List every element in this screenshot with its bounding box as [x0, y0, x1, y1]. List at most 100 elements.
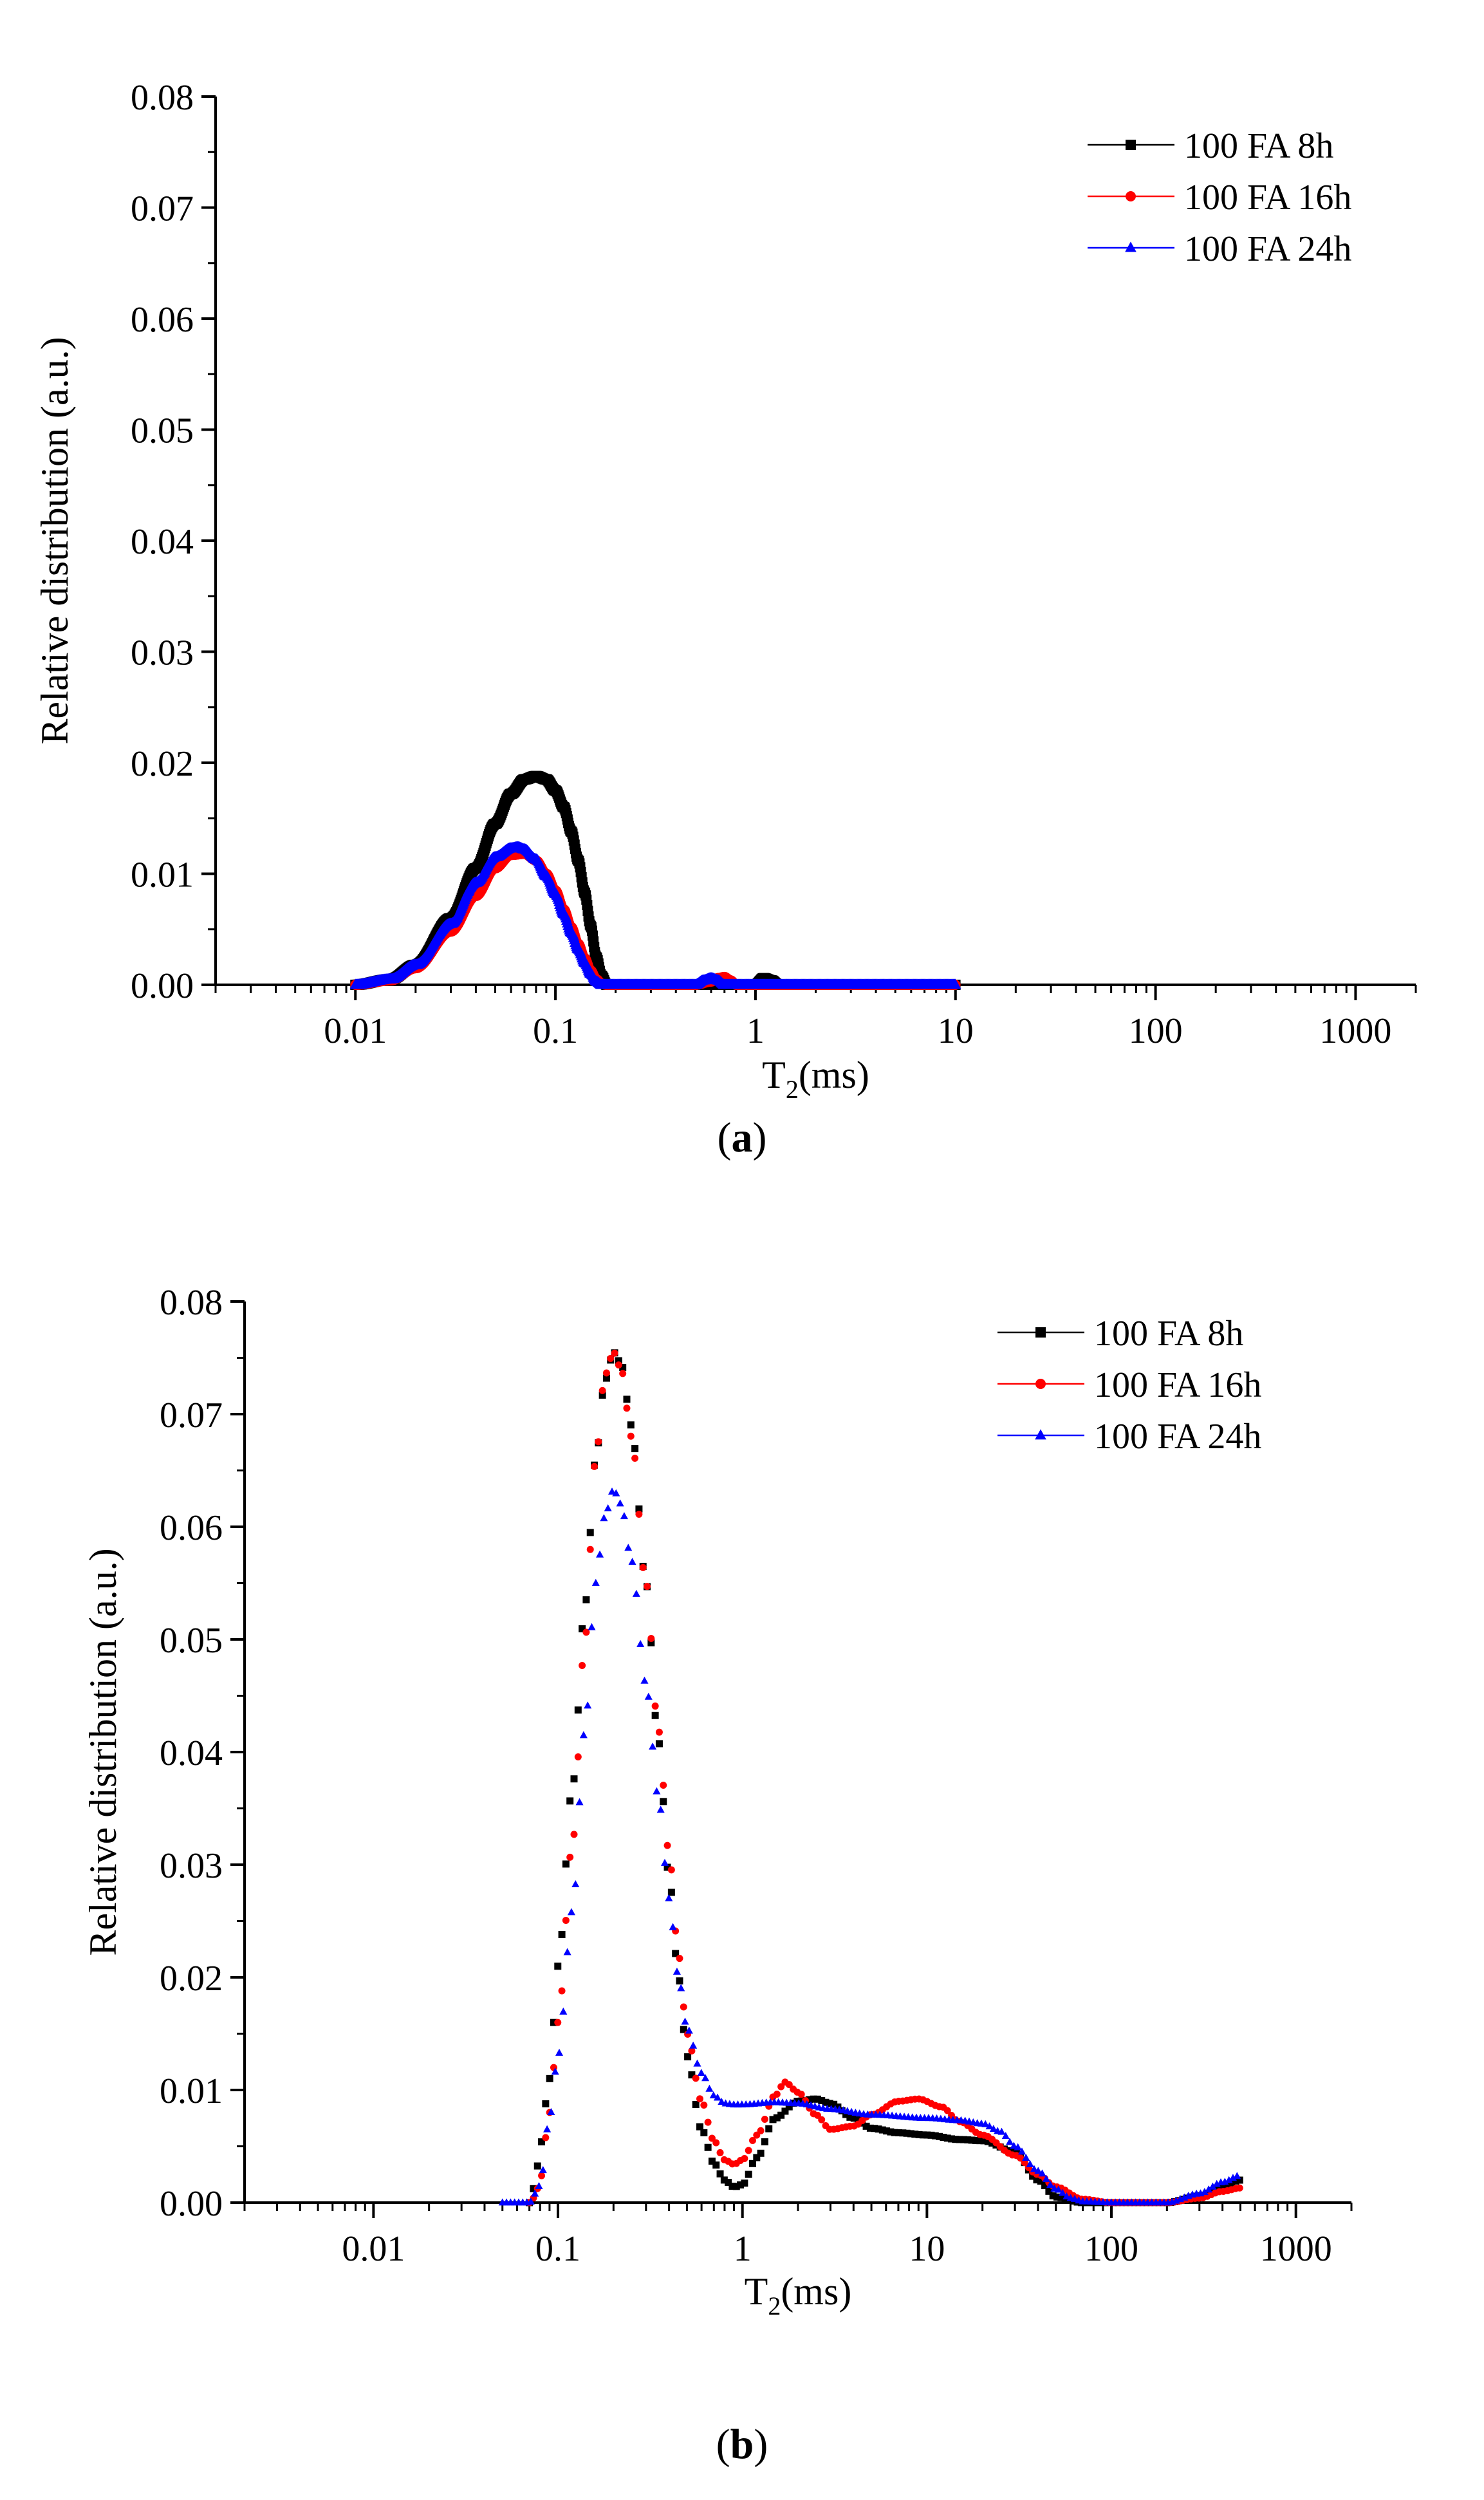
data-point [1233, 2172, 1241, 2179]
data-point [1054, 2185, 1062, 2193]
y-tick-label: 0.02 [160, 1959, 223, 1999]
x-tick-label: 0.1 [533, 1011, 578, 1051]
data-point [566, 1853, 574, 1861]
data-point [927, 2131, 935, 2139]
data-point [822, 2098, 830, 2106]
data-point [647, 1639, 655, 1646]
data-point [636, 1639, 645, 1647]
x-tick-label: 1 [747, 1011, 765, 1051]
data-point [903, 2129, 911, 2137]
data-point [757, 2127, 765, 2134]
data-point [584, 1701, 592, 1709]
data-point [1029, 2172, 1037, 2180]
data-point [813, 2095, 821, 2103]
data-point [1049, 2192, 1057, 2199]
data-point [984, 2138, 992, 2145]
data-point [530, 2185, 537, 2192]
data-point [640, 1676, 649, 1684]
data-point [692, 2100, 700, 2108]
data-point [1046, 2181, 1055, 2188]
data-point [672, 1967, 681, 1975]
data-point [725, 2179, 732, 2187]
data-point [915, 2131, 923, 2138]
data-point [1232, 2178, 1239, 2185]
legend-marker [1125, 241, 1136, 252]
data-point [651, 1702, 659, 1710]
data-point [813, 2111, 821, 2119]
data-point [571, 1880, 580, 1888]
data-point [624, 1544, 633, 1551]
data-point [1022, 2153, 1030, 2161]
data-point [712, 2139, 720, 2147]
data-point [850, 2114, 858, 2122]
data-point [596, 1550, 604, 1558]
data-point [586, 1545, 594, 1553]
data-point [547, 2107, 555, 2115]
data-point [550, 2019, 557, 2026]
data-point [542, 2100, 550, 2107]
data-point [591, 1578, 600, 1586]
series-100-fa-24h [498, 1487, 1241, 2206]
data-point [1014, 2143, 1022, 2150]
data-point [793, 2098, 801, 2105]
data-point [985, 2122, 994, 2130]
data-point [830, 2100, 838, 2108]
x-tick-label: 1 [734, 2229, 752, 2269]
data-point [663, 1863, 671, 1871]
data-point [741, 2179, 748, 2187]
data-point [631, 1455, 639, 1462]
data-point [1001, 2132, 1010, 2140]
data-point [660, 1798, 667, 1805]
data-point [826, 2100, 833, 2107]
data-point [579, 1731, 588, 1739]
data-point [542, 2134, 550, 2141]
data-point [635, 1505, 643, 1513]
y-tick-label: 0.08 [160, 1283, 223, 1323]
y-tick-label: 0.06 [160, 1508, 223, 1548]
data-point [980, 2137, 988, 2145]
data-point [1026, 2160, 1034, 2167]
data-point [615, 1357, 622, 1365]
legend-label: 100 FA 16h [1184, 178, 1351, 218]
data-point [656, 1805, 665, 1813]
data-point [1062, 2192, 1071, 2199]
data-point [1236, 2176, 1243, 2184]
x-tick-label: 0.01 [342, 2229, 405, 2269]
data-point [562, 1860, 570, 1868]
data-point [948, 2135, 956, 2143]
data-point [535, 2181, 543, 2189]
data-point [627, 1421, 635, 1429]
data-point [685, 2026, 693, 2034]
legend-marker [1035, 1429, 1046, 1440]
data-point [891, 2129, 898, 2136]
data-point [732, 2183, 740, 2190]
data-point [669, 1923, 677, 1930]
data-point [862, 2122, 870, 2130]
data-point [931, 2132, 939, 2140]
data-point [745, 2170, 752, 2178]
series-100-fa-16h [526, 1349, 1243, 2206]
data-point [708, 2134, 716, 2142]
data-point [575, 1798, 584, 1805]
data-point [1053, 2193, 1061, 2201]
data-point [531, 2189, 539, 2197]
data-point [692, 2075, 700, 2082]
y-tick-label: 0.02 [131, 744, 194, 784]
data-point [761, 2116, 768, 2123]
data-point [716, 2170, 724, 2178]
data-point [1045, 2187, 1053, 2195]
data-point [677, 1984, 685, 1992]
data-point [1017, 2147, 1026, 2155]
data-point [1037, 2178, 1044, 2185]
data-point [615, 1361, 622, 1369]
data-point [604, 1504, 612, 1511]
data-point [718, 2098, 726, 2105]
data-point [1220, 2182, 1227, 2190]
data-point [773, 2091, 781, 2098]
data-point [1006, 2138, 1014, 2145]
data-point [997, 2127, 1006, 2135]
data-point [907, 2130, 914, 2138]
data-point [570, 1831, 578, 1838]
data-point [1200, 2188, 1209, 2196]
data-point [949, 978, 961, 989]
